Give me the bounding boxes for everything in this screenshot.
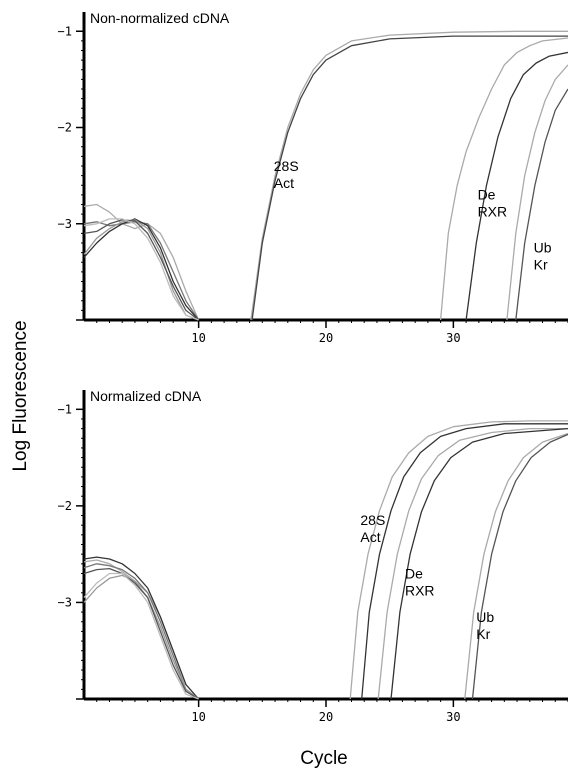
y-tick-label: −3 (58, 217, 72, 231)
curve-label-line: Kr (476, 626, 490, 642)
x-tick-label: 10 (191, 331, 205, 345)
x-tick-label: 20 (319, 331, 333, 345)
curve-label-line: Act (274, 175, 294, 191)
x-tick-label: 20 (319, 710, 333, 724)
series-line-2 (83, 221, 200, 321)
curve-label-line: 28S (274, 158, 299, 174)
series-line-10 (465, 51, 568, 321)
series-line-3 (83, 556, 200, 700)
y-tick-label: −1 (58, 402, 72, 416)
curve-label-line: RXR (478, 204, 508, 220)
series-line-8 (361, 423, 568, 700)
y-axis-label: Log Fluorescence (10, 320, 31, 471)
curve-label-1: 28S Act (360, 512, 385, 545)
curve-label-line: RXR (405, 582, 435, 598)
curve-label-line: De (478, 187, 496, 203)
series-line-9 (439, 37, 568, 321)
series-line-11 (506, 64, 568, 321)
series-line-2 (83, 563, 199, 700)
series-line-12 (515, 88, 568, 321)
series-line-6 (83, 572, 199, 700)
series-line-8 (251, 35, 568, 321)
series-line-6 (83, 218, 199, 321)
panel-2: −1 −2 −3 10 20 30 Normalized cDNA 28S Act De RXR Ub… (58, 388, 568, 724)
curve-label-line: Kr (534, 257, 548, 273)
curve-label-3: Ub Kr (476, 609, 494, 642)
x-tick-label: 10 (191, 710, 205, 724)
y-tick-label: −2 (58, 499, 72, 513)
curve-label-line: De (405, 565, 423, 581)
panel-title: Normalized cDNA (90, 388, 202, 404)
series-line-12 (471, 433, 568, 700)
curve-label-line: 28S (360, 512, 385, 528)
y-tick-label: −2 (58, 121, 72, 135)
curve-label-2: De RXR (405, 565, 435, 598)
x-tick-label: 30 (446, 710, 460, 724)
y-tick-label: −3 (58, 595, 72, 609)
curve-label-line: Ub (534, 240, 552, 256)
series-line-7 (250, 30, 568, 321)
series-line-4 (83, 219, 199, 321)
series-line-5 (83, 567, 199, 700)
series-line-3 (83, 218, 200, 321)
series-line-7 (349, 420, 568, 700)
y-tick-label: −1 (58, 24, 72, 38)
panel-title: Non-normalized cDNA (90, 10, 230, 26)
series-line-11 (464, 432, 568, 700)
curve-label-3: Ub Kr (534, 240, 552, 273)
series-line-10 (390, 427, 568, 700)
series-line-5 (83, 219, 199, 321)
curve-label-2: De RXR (478, 187, 508, 220)
x-axis-label: Cycle (300, 748, 348, 769)
curve-label-line: Ub (476, 609, 494, 625)
x-tick-label: 30 (446, 331, 460, 345)
curve-label-1: 28S Act (274, 158, 299, 191)
series-line-9 (377, 427, 568, 700)
panel-1: −1 −2 −3 10 20 30 Non-normalized cDNA 28S Act De R… (58, 10, 568, 345)
series-line-1 (83, 203, 200, 321)
curve-label-line: Act (360, 529, 380, 545)
